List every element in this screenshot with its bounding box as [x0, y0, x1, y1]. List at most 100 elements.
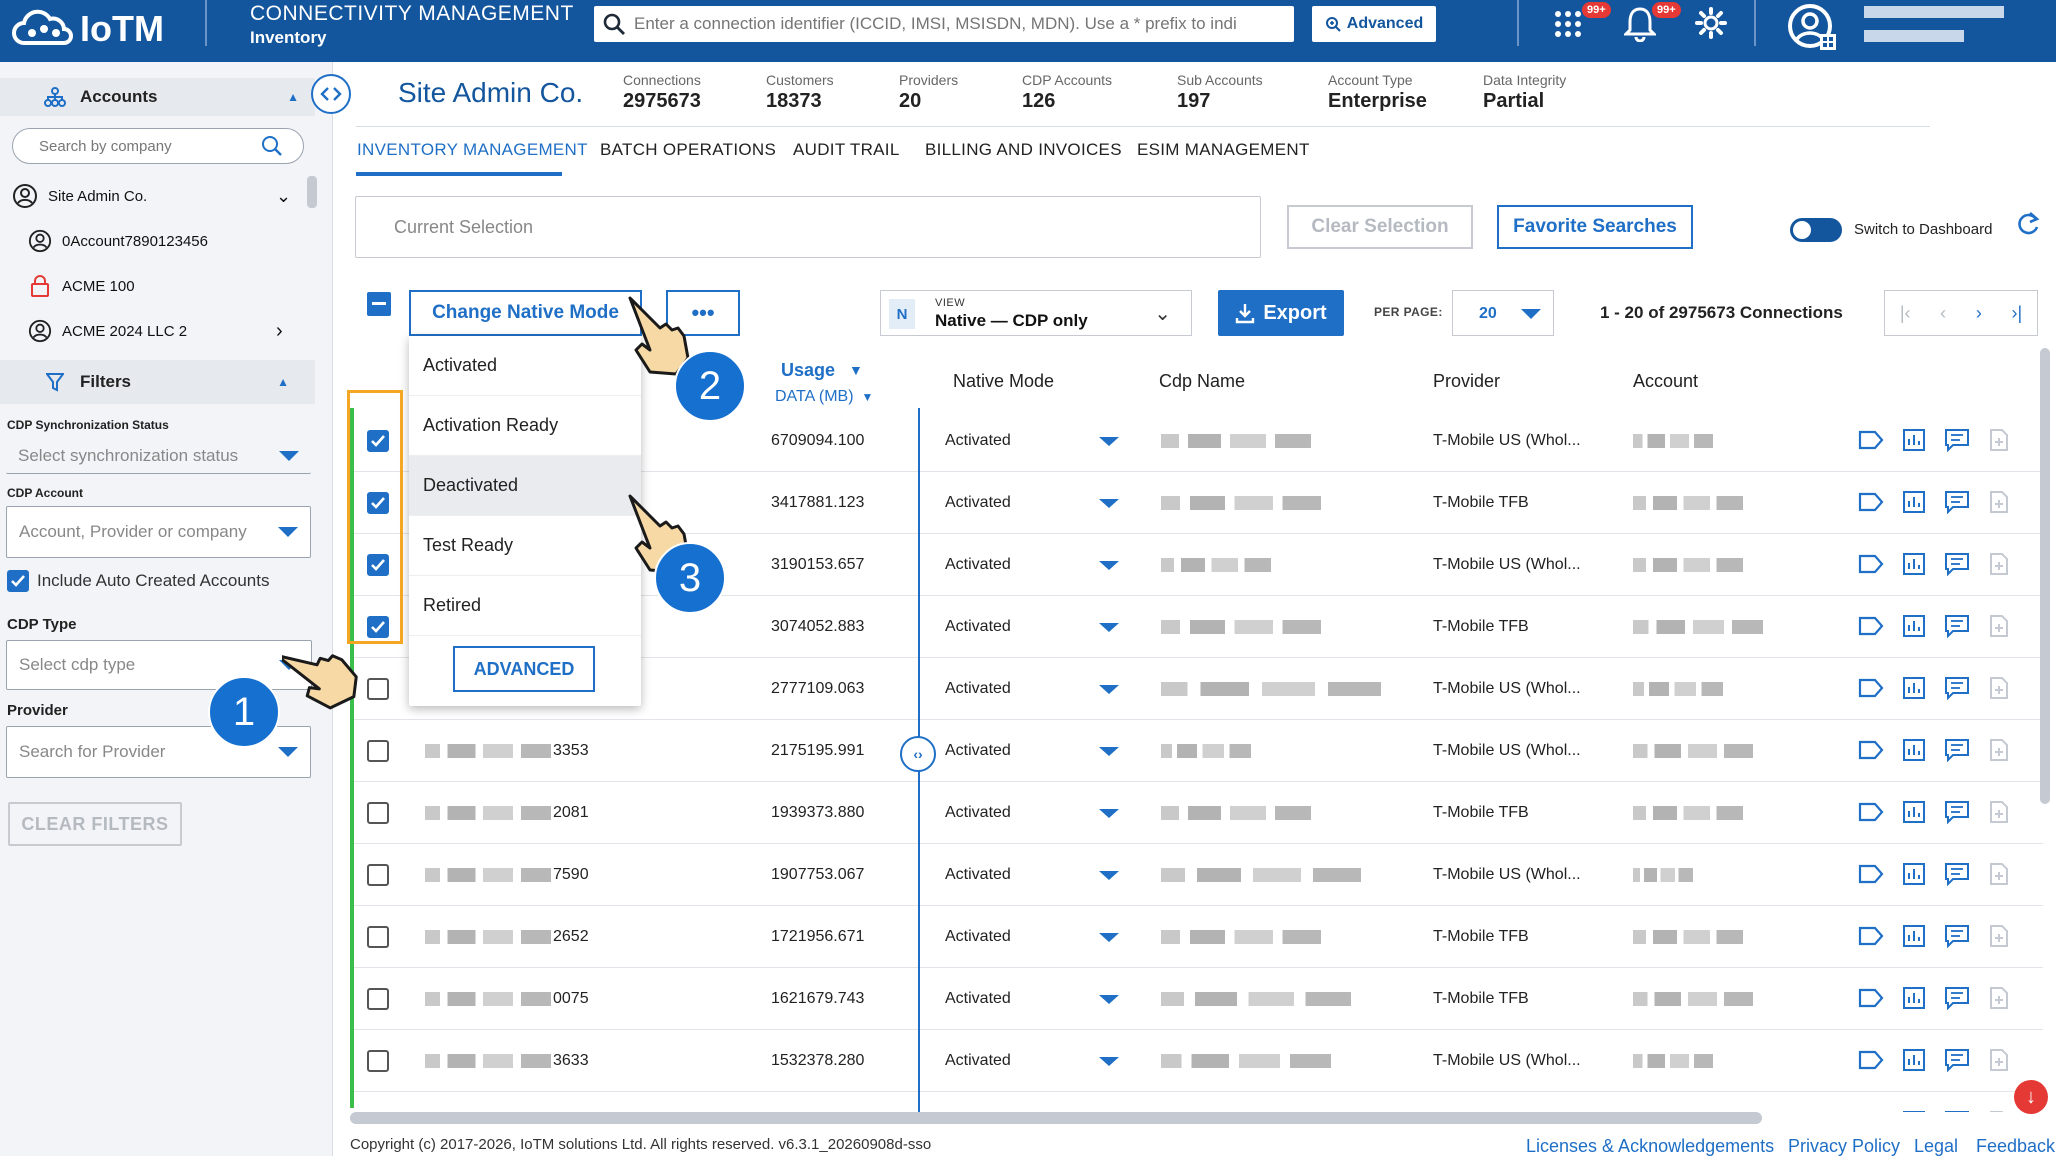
collapse-up-icon[interactable]: ▲ — [277, 375, 289, 389]
filters-header[interactable]: Filters ▲ — [0, 360, 315, 404]
native-mode-cell[interactable]: Activated — [945, 1092, 1011, 1112]
bar-chart-icon[interactable] — [1902, 986, 1926, 1010]
row-checkbox[interactable] — [367, 968, 389, 1030]
menu-item-test-ready[interactable]: Test Ready — [409, 516, 641, 576]
add-document-icon[interactable] — [1988, 738, 2010, 762]
bar-chart-icon[interactable] — [1902, 1048, 1926, 1072]
cdp-type-select[interactable]: Select cdp type — [6, 640, 312, 690]
advanced-search-button[interactable]: Advanced — [1312, 6, 1436, 42]
row-checkbox[interactable] — [367, 906, 389, 968]
row-checkbox[interactable] — [367, 410, 389, 472]
row-checkbox[interactable] — [367, 1092, 389, 1112]
clear-selection-button[interactable]: Clear Selection — [1287, 205, 1473, 249]
connection-search-input[interactable] — [634, 14, 1274, 34]
row-checkbox[interactable] — [367, 472, 389, 534]
bar-chart-icon[interactable] — [1902, 738, 1926, 762]
native-mode-cell[interactable]: Activated — [945, 844, 1011, 906]
checkbox-empty-icon[interactable] — [367, 988, 389, 1010]
checkbox-empty-icon[interactable] — [367, 802, 389, 824]
native-mode-dropdown-icon[interactable] — [1099, 472, 1119, 534]
apps-grid-icon[interactable] — [1552, 6, 1590, 44]
link-privacy-policy[interactable]: Privacy Policy — [1788, 1136, 1901, 1156]
bar-chart-icon[interactable] — [1902, 800, 1926, 824]
refresh-icon[interactable] — [2014, 210, 2042, 238]
comment-icon[interactable] — [1944, 1110, 1970, 1112]
tab-billing-invoices[interactable]: BILLING AND INVOICES — [925, 140, 1122, 159]
link-feedback[interactable]: Feedback — [1976, 1136, 2056, 1156]
first-page-icon[interactable]: |‹ — [1899, 302, 1911, 323]
bar-chart-icon[interactable] — [1902, 552, 1926, 576]
tag-icon[interactable] — [1858, 738, 1884, 762]
identifier-suffix[interactable]: 0075 — [553, 990, 589, 1007]
accounts-header[interactable]: Accounts ▲ — [0, 78, 315, 116]
native-mode-dropdown-icon[interactable] — [1099, 844, 1119, 906]
table-row[interactable]: 3633 1532378.280 Activated T-Mobile US (Who… — [353, 1030, 2043, 1092]
native-mode-dropdown-icon[interactable] — [1099, 410, 1119, 472]
native-mode-dropdown-icon[interactable] — [1099, 782, 1119, 844]
account-item-0account[interactable]: 0Account7890123456 — [28, 221, 208, 261]
native-mode-dropdown-icon[interactable] — [1099, 720, 1119, 782]
comment-icon[interactable] — [1944, 428, 1970, 452]
account-item-acme-100[interactable]: ACME 100 — [28, 266, 135, 306]
identifier-suffix[interactable]: 3633 — [553, 1052, 589, 1069]
gear-icon[interactable] — [1694, 6, 1732, 44]
table-row[interactable]: 6709094.100 Activated T-Mobile US (Whol... — [353, 410, 2043, 472]
add-document-icon[interactable] — [1988, 552, 2010, 576]
identifier-suffix[interactable]: 2652 — [553, 928, 589, 945]
comment-icon[interactable] — [1944, 862, 1970, 886]
comment-icon[interactable] — [1944, 800, 1970, 824]
comment-icon[interactable] — [1944, 986, 1970, 1010]
collapse-up-icon[interactable]: ▲ — [287, 90, 299, 104]
bar-chart-icon[interactable] — [1902, 862, 1926, 886]
scroll-down-icon[interactable]: ↓ — [2014, 1080, 2048, 1114]
add-document-icon[interactable] — [1988, 800, 2010, 824]
row-checkbox[interactable] — [367, 720, 389, 782]
col-cdp-name[interactable]: Cdp Name — [1159, 370, 1246, 391]
bar-chart-icon[interactable] — [1902, 924, 1926, 948]
bar-chart-icon[interactable] — [1902, 428, 1926, 452]
tag-icon[interactable] — [1858, 800, 1884, 824]
checkbox-checked-icon[interactable] — [367, 430, 389, 452]
tab-audit-trail[interactable]: AUDIT TRAIL — [793, 140, 900, 159]
table-row[interactable]: 3417881.123 Activated T-Mobile TFB — [353, 472, 2043, 534]
comment-icon[interactable] — [1944, 614, 1970, 638]
table-row[interactable]: 2777109.063 Activated T-Mobile US (Whol... — [353, 658, 2043, 720]
checkbox-checked-icon[interactable] — [367, 616, 389, 638]
native-mode-dropdown-icon[interactable] — [1099, 1092, 1119, 1112]
tag-icon[interactable] — [1858, 676, 1884, 700]
identifier-suffix[interactable]: 7590 — [553, 866, 589, 883]
table-row[interactable]: 2081 1939373.880 Activated T-Mobile TFB — [353, 782, 2043, 844]
add-document-icon[interactable] — [1988, 676, 2010, 700]
chevron-down-icon[interactable]: ⌄ — [276, 185, 292, 206]
bell-icon[interactable] — [1622, 6, 1662, 44]
cdp-sync-select[interactable]: Select synchronization status — [6, 438, 311, 474]
company-search-input[interactable]: Search by company — [12, 128, 304, 164]
view-select[interactable]: N VIEW Native — CDP only ⌄ — [880, 290, 1192, 336]
checkbox-empty-icon[interactable] — [367, 678, 389, 700]
add-document-icon[interactable] — [1988, 428, 2010, 452]
prev-page-icon[interactable]: ‹ — [1940, 302, 1947, 323]
bar-chart-icon[interactable] — [1902, 490, 1926, 514]
code-toggle-icon[interactable]: ‹› — [900, 736, 936, 772]
change-native-mode-button[interactable]: Change Native Mode — [409, 290, 642, 336]
tag-icon[interactable] — [1858, 986, 1884, 1010]
horizontal-scrollbar[interactable] — [350, 1112, 1762, 1124]
tag-icon[interactable] — [1858, 428, 1884, 452]
native-mode-dropdown-icon[interactable] — [1099, 658, 1119, 720]
tag-icon[interactable] — [1858, 1110, 1884, 1112]
export-button[interactable]: Export — [1218, 290, 1344, 336]
tag-icon[interactable] — [1858, 924, 1884, 948]
menu-item-activation-ready[interactable]: Activation Ready — [409, 396, 641, 456]
tag-icon[interactable] — [1858, 1048, 1884, 1072]
bar-chart-icon[interactable] — [1902, 1110, 1926, 1112]
row-checkbox[interactable] — [367, 844, 389, 906]
native-mode-dropdown-icon[interactable] — [1099, 968, 1119, 1030]
row-checkbox[interactable] — [367, 596, 389, 658]
comment-icon[interactable] — [1944, 490, 1970, 514]
tag-icon[interactable] — [1858, 862, 1884, 886]
comment-icon[interactable] — [1944, 1048, 1970, 1072]
col-account[interactable]: Account — [1633, 370, 1699, 391]
checkbox-checked-icon[interactable] — [367, 554, 389, 576]
add-document-icon[interactable] — [1988, 924, 2010, 948]
tab-esim-management[interactable]: ESIM MANAGEMENT — [1137, 140, 1310, 159]
